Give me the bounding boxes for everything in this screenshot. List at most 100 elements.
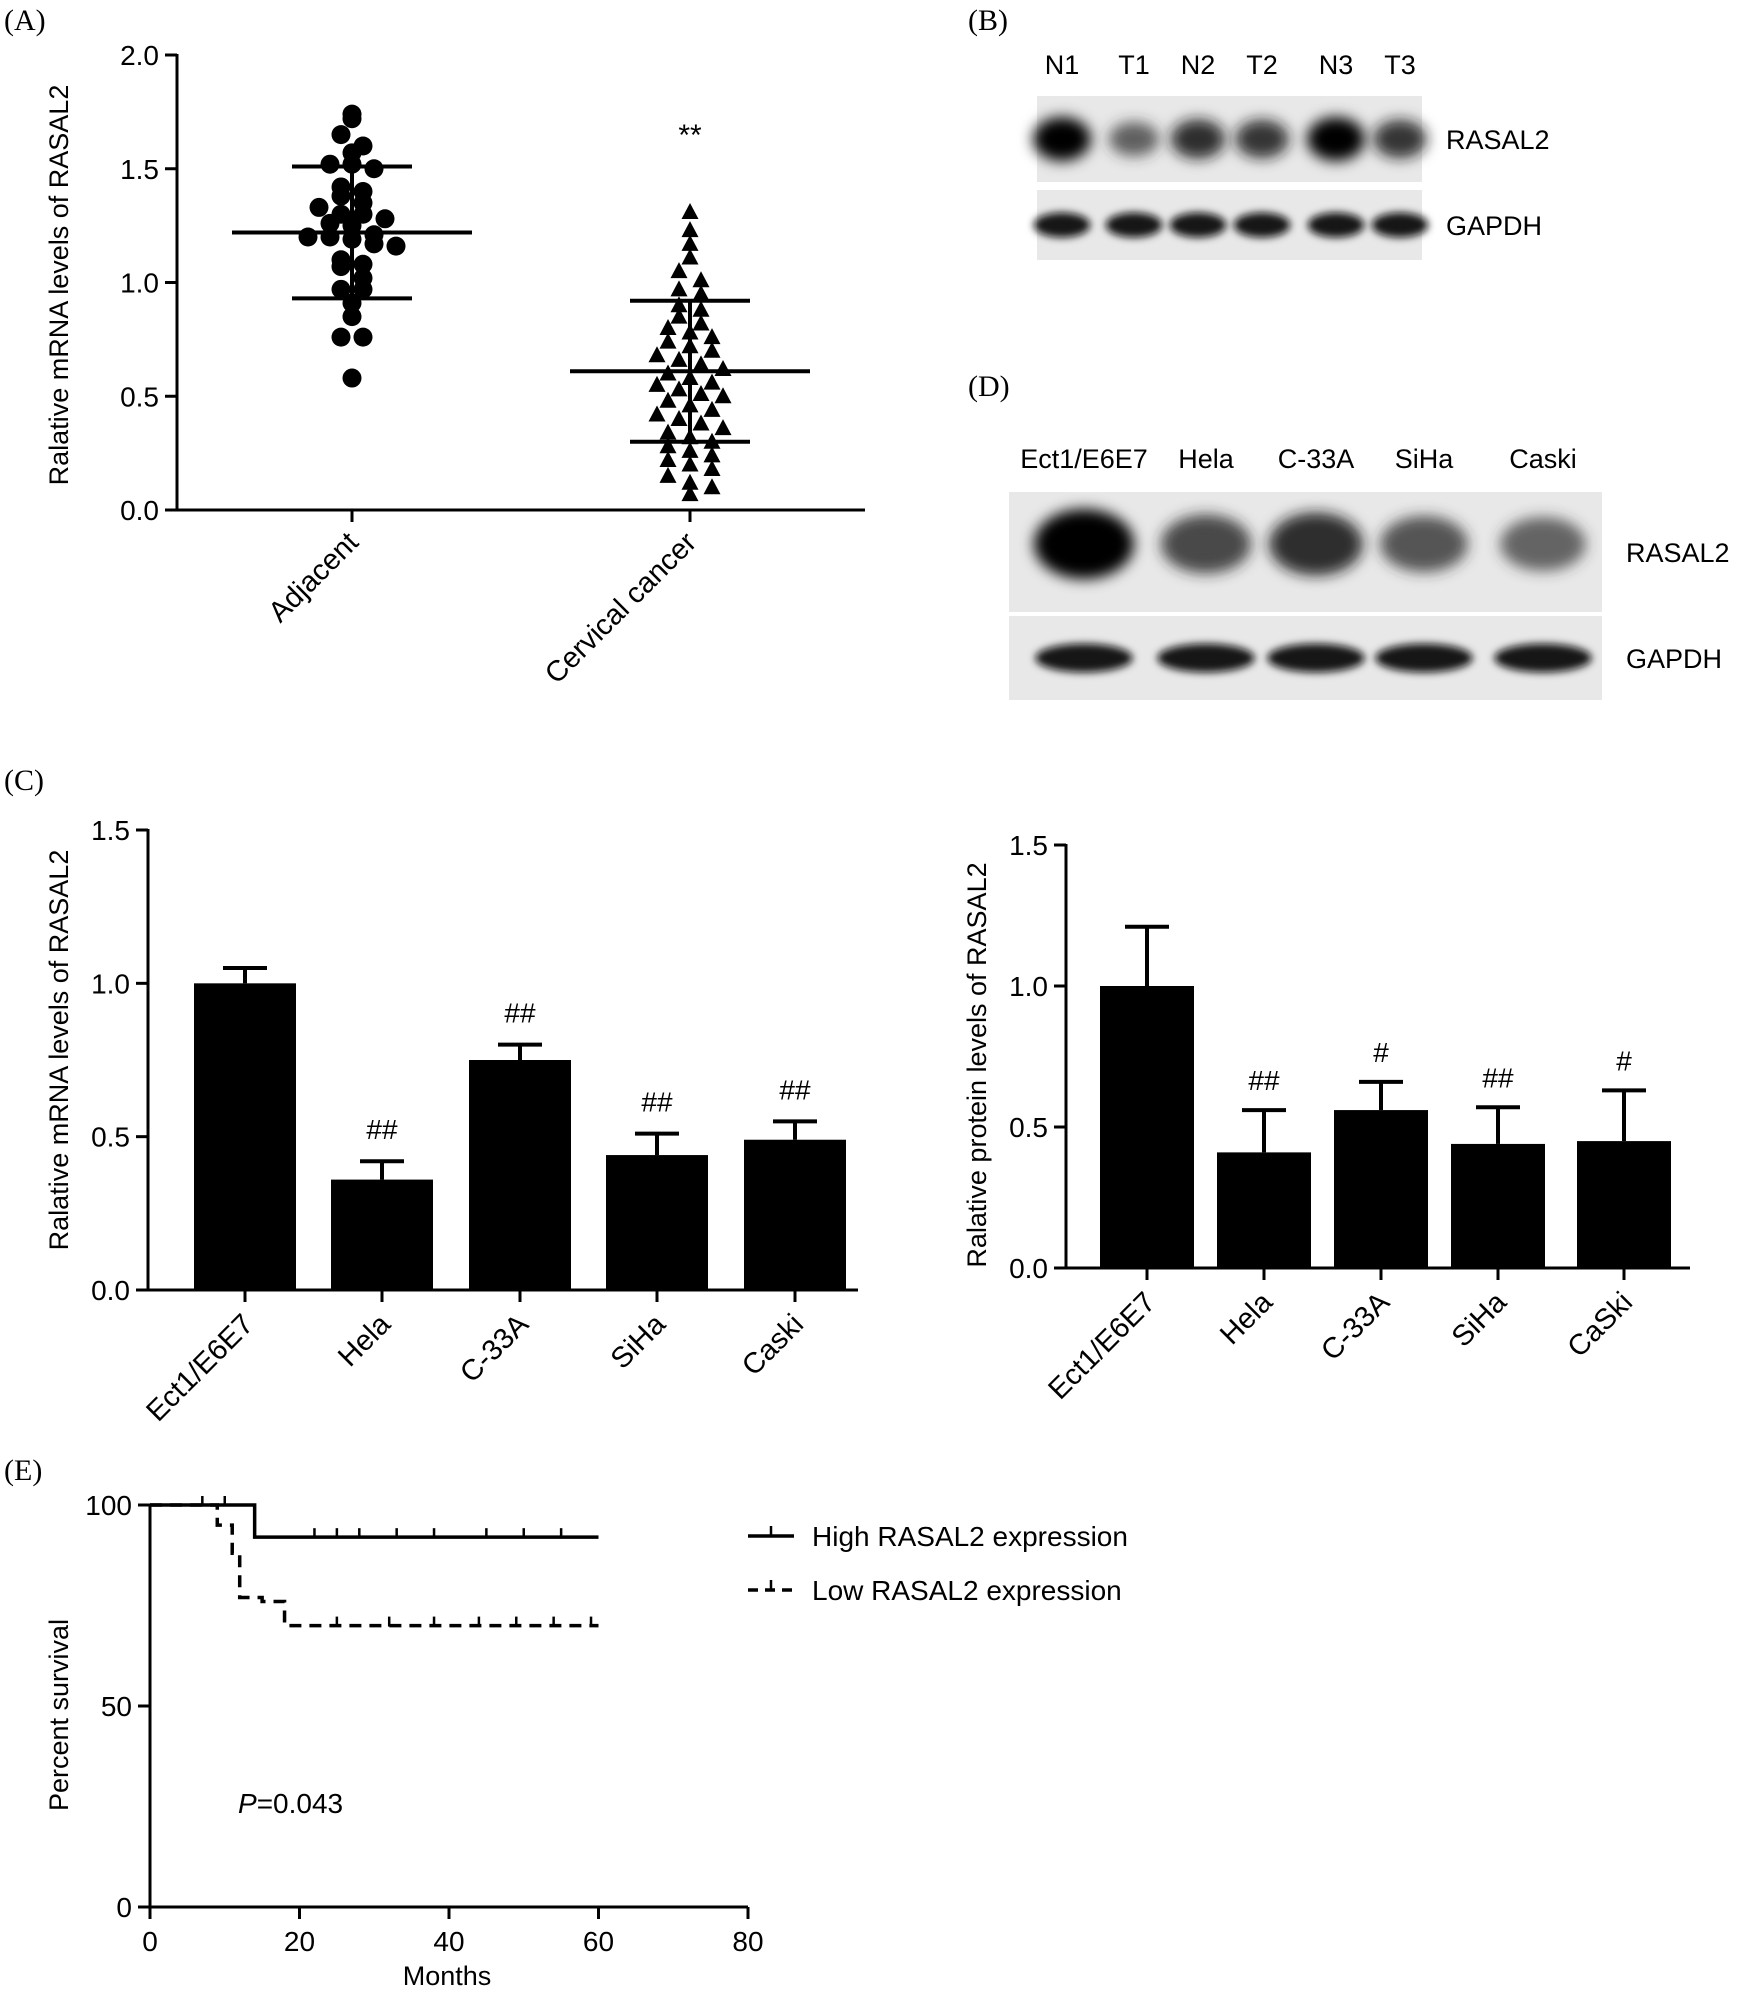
chart-c-protein-significance: # — [1616, 1045, 1632, 1076]
chart-a-point-cancer — [703, 373, 721, 390]
chart-a-point-cancer — [681, 441, 699, 458]
chart-a-point-cancer — [692, 284, 710, 301]
chart-a-points — [232, 104, 810, 502]
chart-e-legend-label: Low RASAL2 expression — [812, 1575, 1122, 1606]
chart-c-mrna-bar — [469, 1060, 571, 1290]
chart-a-point-cancer — [659, 437, 677, 454]
blot-b-lane-label: N1 — [1045, 50, 1080, 80]
blot-b-band-rasal2 — [1033, 117, 1091, 161]
chart-a-point-cancer — [681, 221, 699, 238]
chart-a-point-cancer — [681, 455, 699, 472]
chart-a-point-cancer — [659, 450, 677, 467]
blot-b: N1 T1 N2 T2 N3 T3 RASAL2 GAPDH — [1033, 50, 1550, 260]
chart-e-x-tick-label: 80 — [732, 1926, 763, 1957]
chart-a-significance: ** — [678, 119, 702, 152]
chart-c-protein-bar — [1217, 1152, 1311, 1268]
chart-c-mrna-y-tick-label: 1.5 — [91, 815, 130, 846]
chart-c-protein-category-label: SiHa — [1446, 1286, 1514, 1354]
chart-a-point-cancer — [692, 384, 710, 401]
chart-c-protein-category-label: Ect1/E6E7 — [1042, 1286, 1162, 1406]
chart-a-point-cancer — [670, 410, 688, 426]
chart-a-point-cancer — [670, 350, 688, 367]
chart-e-p-symbol: P — [238, 1788, 257, 1819]
chart-c-mrna-significance: ## — [366, 1114, 398, 1145]
blot-b-lane-label: N3 — [1319, 50, 1354, 80]
blot-b-lane-label: N2 — [1181, 50, 1216, 80]
chart-a-point-cancer — [703, 400, 721, 417]
blot-d: Ect1/E6E7 Hela C-33A SiHa Caski RASAL2 GAPDH — [1009, 444, 1730, 700]
chart-a-point-adjacent — [331, 327, 351, 347]
chart-c-protein-significance: # — [1373, 1037, 1389, 1068]
chart-a-point-cancer — [659, 319, 677, 335]
chart-c-protein-significance: ## — [1248, 1065, 1280, 1096]
chart-a-point-cancer — [714, 359, 732, 376]
chart-e-x-tick-label: 60 — [583, 1926, 614, 1957]
blot-b-band-gapdh — [1033, 212, 1091, 238]
chart-c-mrna-bars: ## ## ## ## — [194, 966, 846, 1290]
blot-b-lane-label: T2 — [1246, 50, 1278, 80]
chart-e-legend-label: High RASAL2 expression — [812, 1521, 1128, 1552]
chart-e-y-label: Percent survival — [44, 1619, 74, 1811]
chart-a-y-tick-label: 0.5 — [120, 381, 159, 412]
chart-a-category-label: Cervical cancer — [539, 526, 703, 690]
chart-a-point-adjacent — [375, 209, 395, 229]
chart-a-y-tick-label: 2.0 — [120, 40, 159, 71]
blot-b-band-gapdh — [1371, 212, 1429, 238]
chart-a-point-cancer — [692, 271, 710, 288]
chart-a-point-adjacent — [309, 197, 329, 217]
chart-a-y-label: Ralative mRNA levels of RASAL2 — [44, 85, 74, 486]
chart-e-p-text: =0.043 — [257, 1788, 343, 1819]
blot-d-lane-label: Caski — [1509, 444, 1577, 474]
chart-c-protein-y-tick-label: 1.5 — [1009, 830, 1048, 861]
chart-a-point-adjacent — [386, 236, 406, 256]
chart-a-scatter: 0.0 0.5 1.0 1.5 2.0 Adjacent Cervical cancer *… — [44, 40, 865, 690]
chart-a-point-cancer — [670, 296, 688, 313]
chart-e-curves — [150, 1496, 599, 1628]
chart-c-protein-bar — [1100, 986, 1194, 1268]
chart-a-y-ticks: 0.0 0.5 1.0 1.5 2.0 — [120, 40, 177, 526]
chart-e-survival: 0 50 100 0 20 40 60 80 High RASAL2 expression L… — [44, 1490, 1128, 1989]
panel-label-e: (E) — [4, 1454, 42, 1487]
blot-d-band-gapdh — [1375, 643, 1473, 673]
chart-a-point-adjacent — [342, 307, 362, 327]
chart-c-mrna-y-tick-label: 0.0 — [91, 1275, 130, 1306]
chart-c-mrna-y-label: Ralative mRNA levels of RASAL2 — [44, 850, 74, 1251]
chart-a-point-adjacent — [342, 104, 362, 124]
chart-a-point-cancer — [703, 341, 721, 358]
chart-a-point-cancer — [659, 423, 677, 440]
chart-e-curve-low — [150, 1503, 599, 1628]
chart-a-point-cancer — [670, 280, 688, 297]
chart-c-protein-bar — [1334, 1110, 1428, 1268]
chart-c-mrna-category-label: Caski — [736, 1308, 810, 1382]
blot-b-band-rasal2 — [1373, 119, 1427, 159]
chart-a-point-adjacent — [331, 279, 351, 299]
chart-a-point-adjacent — [342, 368, 362, 388]
chart-a-y-tick-label: 1.0 — [120, 268, 159, 299]
chart-e-y-ticks: 0 50 100 — [85, 1490, 150, 1923]
chart-c-protein-significance: ## — [1482, 1062, 1514, 1093]
chart-c-mrna-bar — [331, 1179, 433, 1290]
blot-d-band-rasal2 — [1380, 516, 1468, 572]
chart-c-mrna-category-label: Ect1/E6E7 — [140, 1308, 260, 1428]
chart-c-protein-category-label: CaSki — [1562, 1286, 1639, 1363]
chart-c-protein-bar — [1451, 1143, 1545, 1268]
chart-e-x-tick-label: 40 — [433, 1926, 464, 1957]
chart-c-protein-bar: 0.00.51.01.5 ###### Ect1/E6E7 Hela C-33A Si… — [962, 830, 1690, 1406]
chart-e-x-label: Months — [403, 1961, 492, 1989]
chart-a-point-cancer — [681, 234, 699, 251]
chart-e-p-value: P=0.043 — [238, 1788, 343, 1819]
chart-a-point-adjacent — [331, 177, 351, 197]
chart-c-mrna-bar: 0.0 0.5 1.0 1.5 ## ## ## ## Ect1/E6E7 Hela C-33A… — [44, 815, 858, 1428]
chart-c-mrna-bar — [194, 983, 296, 1290]
chart-a-point-cancer — [703, 446, 721, 463]
chart-a-point-adjacent — [331, 250, 351, 270]
chart-a-point-adjacent — [353, 268, 373, 288]
chart-a-point-cancer — [714, 419, 732, 436]
blot-b-lane-label: T3 — [1384, 50, 1416, 80]
chart-a-point-cancer — [681, 485, 699, 502]
chart-c-protein-category-label: C-33A — [1315, 1286, 1396, 1367]
chart-c-protein-y-tick-label: 1.0 — [1009, 971, 1048, 1002]
chart-c-mrna-category-label: C-33A — [454, 1308, 535, 1389]
chart-a-point-cancer — [648, 405, 666, 422]
blot-d-band-gapdh — [1035, 643, 1133, 673]
